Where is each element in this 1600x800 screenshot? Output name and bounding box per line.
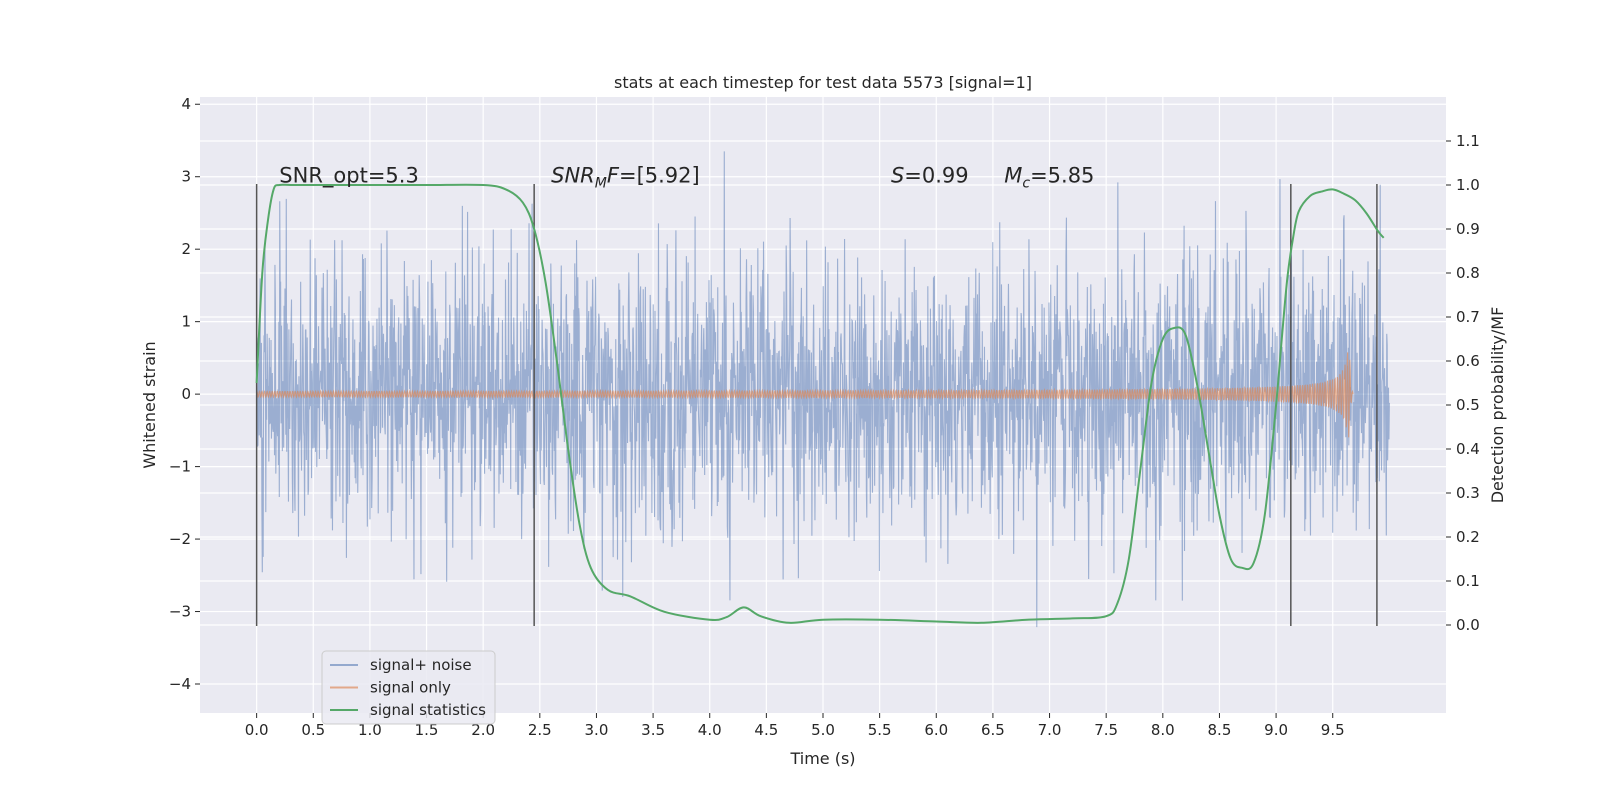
x-tick-label-19: 9.5 — [1321, 721, 1345, 739]
annotation-2: S=0.99 — [891, 164, 969, 188]
x-tick-label-12: 6.0 — [924, 721, 948, 739]
yr-tick-label-2: 0.2 — [1456, 528, 1480, 546]
yr-tick-label-11: 1.1 — [1456, 132, 1480, 150]
yl-tick-label-3: −1 — [169, 458, 191, 476]
legend-label-2: signal statistics — [370, 701, 486, 719]
yl-tick-label-4: 0 — [181, 385, 191, 403]
chart-title: stats at each timestep for test data 557… — [614, 73, 1032, 92]
annotation-1: SNRMF=[5.92] — [551, 164, 700, 192]
x-axis-label: Time (s) — [789, 749, 855, 768]
x-tick-label-6: 3.0 — [585, 721, 609, 739]
legend-label-0: signal+ noise — [370, 656, 472, 674]
yr-tick-label-9: 0.9 — [1456, 220, 1480, 238]
x-tick-label-14: 7.0 — [1038, 721, 1062, 739]
signal-line — [256, 352, 1354, 438]
x-tick-label-18: 9.0 — [1264, 721, 1288, 739]
legend-box — [321, 650, 496, 725]
y-axis-label-left: Whitened strain — [140, 341, 159, 468]
x-tick-label-13: 6.5 — [981, 721, 1005, 739]
legend-label-1: signal only — [370, 679, 451, 697]
statistics-series — [255, 183, 1385, 624]
x-tick-label-2: 1.0 — [358, 721, 382, 739]
x-tick-label-15: 7.5 — [1094, 721, 1118, 739]
yl-tick-label-2: −2 — [169, 530, 191, 548]
yr-tick-label-8: 0.8 — [1456, 264, 1480, 282]
x-tick-label-9: 4.5 — [754, 721, 778, 739]
x-tick-label-17: 8.5 — [1208, 721, 1232, 739]
x-tick-label-0: 0.0 — [245, 721, 269, 739]
yr-tick-label-10: 1.0 — [1456, 176, 1480, 194]
yl-tick-label-0: −4 — [169, 675, 191, 693]
yr-tick-label-5: 0.5 — [1456, 396, 1480, 414]
x-tick-label-10: 5.0 — [811, 721, 835, 739]
yr-tick-label-7: 0.7 — [1456, 308, 1480, 326]
yr-tick-label-0: 0.0 — [1456, 616, 1480, 634]
yl-tick-label-8: 4 — [181, 95, 191, 113]
annotation-0: SNR_opt=5.3 — [279, 164, 419, 189]
signal-series — [256, 352, 1354, 438]
x-tick-label-11: 5.5 — [868, 721, 892, 739]
x-tick-label-3: 1.5 — [415, 721, 439, 739]
yr-tick-label-3: 0.3 — [1456, 484, 1480, 502]
annotations: SNR_opt=5.3 SNRMF=[5.92] S=0.99 Mc=5.85 — [279, 164, 1094, 192]
legend: signal+ noise signal only signal statistic… — [321, 650, 496, 725]
yr-tick-label-4: 0.4 — [1456, 440, 1480, 458]
x-tick-label-1: 0.5 — [301, 721, 325, 739]
annotation-3: Mc=5.85 — [1004, 164, 1094, 192]
x-tick-label-5: 2.5 — [528, 721, 552, 739]
x-tick-label-7: 3.5 — [641, 721, 665, 739]
statistics-line — [255, 183, 1385, 624]
yl-tick-label-7: 3 — [181, 168, 191, 186]
x-tick-label-4: 2.0 — [471, 721, 495, 739]
x-tick-label-16: 8.0 — [1151, 721, 1175, 739]
yr-tick-label-6: 0.6 — [1456, 352, 1480, 370]
ticks: 0.0 0.5 1.0 1.5 2.0 2.5 3.0 3.5 4.0 4.5 5.0 5.5 6.0 6… — [169, 95, 1480, 739]
x-tick-label-8: 4.0 — [698, 721, 722, 739]
yl-tick-label-1: −3 — [169, 603, 191, 621]
y-axis-label-right: Detection probability/MF — [1488, 307, 1507, 504]
yr-tick-label-1: 0.1 — [1456, 572, 1480, 590]
yl-tick-label-5: 1 — [181, 313, 191, 331]
yl-tick-label-6: 2 — [181, 240, 191, 258]
